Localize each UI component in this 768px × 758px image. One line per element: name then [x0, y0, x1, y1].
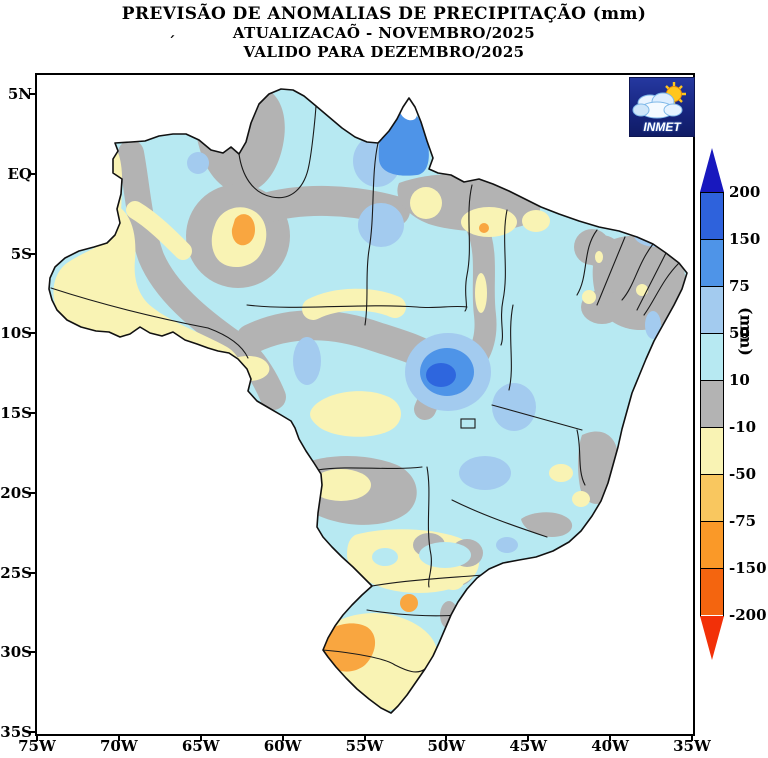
y-axis-tick-mark: [29, 412, 36, 414]
x-axis-tick-label: 70W: [100, 737, 138, 755]
colorbar-unit-label: (mm): [736, 307, 756, 356]
x-axis-tick-mark: [527, 734, 530, 741]
page-title: PREVISÃO DE ANOMALIAS DE PRECIPITAÇÃO (m…: [121, 4, 647, 24]
y-axis-tick-mark: [29, 332, 36, 335]
inmet-logo-art: [632, 82, 686, 119]
title-update-line: ATUALIZACAÕ - NOVEMBRO/2025: [232, 24, 536, 42]
colorbar-tick-label: 200: [729, 183, 761, 201]
cloud-icon: [632, 92, 683, 119]
x-axis-tick-label: 55W: [345, 737, 384, 755]
country-outline: [48, 88, 688, 714]
stray-accent-mark: ´: [168, 33, 176, 51]
x-axis-tick-label: 35W: [673, 737, 711, 755]
inmet-logo-label: INMET: [643, 120, 681, 134]
anomaly-orange-regions: [231, 214, 489, 672]
y-axis-tick-label: 10S: [0, 324, 32, 343]
x-axis-tick-label: 75W: [18, 737, 56, 755]
colorbar-segment: [701, 287, 723, 334]
y-axis-tick-label: EQ: [7, 164, 33, 183]
colorbar-tick-label: 75: [729, 277, 750, 295]
anomaly-cyan-overlay-regions: [372, 542, 471, 568]
y-axis-tick-mark: [29, 93, 36, 95]
y-axis-tick-label: 15S: [0, 404, 32, 422]
colorbar-segment: [701, 569, 723, 615]
colorbar-tick-label: -50: [729, 465, 757, 483]
x-axis-tick-label: 65W: [181, 737, 220, 755]
x-axis-tick-mark: [117, 734, 120, 741]
colorbar-tick-label: 50: [729, 324, 750, 342]
y-axis-tick-label: 30S: [0, 643, 32, 662]
y-axis-tick-label: 35S: [0, 723, 32, 741]
colorbar-arrow-up: [700, 148, 724, 192]
map-frame: INMET: [35, 73, 695, 736]
colorbar-tick-label: -200: [729, 606, 767, 624]
x-axis-tick-mark: [36, 734, 38, 741]
y-axis-tick-label: 5N: [7, 85, 32, 103]
y-axis-tick-mark: [29, 172, 36, 175]
anomaly-fill-regions: [49, 89, 687, 713]
colorbar-tick-label: -10: [729, 418, 757, 436]
state-borders: [50, 105, 680, 673]
y-axis-tick-label: 5S: [10, 244, 32, 263]
x-axis-tick-label: 45W: [509, 737, 548, 755]
anomaly-darkblue-core: [426, 363, 456, 387]
x-axis-tick-mark: [691, 734, 693, 741]
x-axis-tick-mark: [199, 734, 202, 741]
stray-cedilla-mark: ¸: [329, 33, 337, 51]
y-axis-tick-mark: [29, 252, 36, 255]
y-axis-tick-label: 25S: [0, 563, 32, 582]
y-axis-tick-mark: [29, 491, 36, 494]
title-block: PREVISÃO DE ANOMALIAS DE PRECIPITAÇÃO (m…: [0, 5, 768, 62]
colorbar-segment: [701, 475, 723, 522]
colorbar-tick-label: 150: [729, 230, 761, 248]
colorbar-segment: [701, 428, 723, 475]
x-axis-tick-mark: [609, 734, 612, 741]
y-axis-tick-label: 20S: [0, 483, 32, 502]
y-axis-tick-mark: [29, 571, 36, 574]
colorbar-segment: [701, 381, 723, 428]
colorbar-segment: [701, 240, 723, 287]
x-axis-tick-label: 60W: [263, 737, 302, 755]
inmet-logo: INMET: [629, 77, 695, 137]
colorbar-tick-label: 10: [729, 371, 750, 389]
x-axis-tick-mark: [445, 734, 448, 741]
x-axis-tick-label: 40W: [591, 737, 629, 755]
colorbar-segment: [701, 522, 723, 569]
x-axis-tick-mark: [363, 734, 366, 741]
y-axis-tick-mark: [29, 651, 36, 654]
colorbar-arrow-down: [700, 616, 724, 660]
y-axis-tick-mark: [29, 731, 36, 733]
colorbar-bar: [700, 192, 724, 617]
x-axis-tick-label: 50W: [427, 737, 466, 755]
colorbar-segment: [701, 193, 723, 240]
brazil-anomaly-map: [48, 88, 688, 714]
colorbar-tick-label: -150: [729, 559, 767, 577]
colorbar-tick-label: -75: [729, 512, 757, 530]
colorbar-segment: [701, 334, 723, 381]
title-valid-line: VALIDO PARA DEZEMBRO/2025: [243, 43, 525, 61]
x-axis-tick-mark: [281, 734, 284, 741]
colorbar: 200 150 75 50 10 -10 -50 -75 -150 -200: [700, 148, 768, 664]
